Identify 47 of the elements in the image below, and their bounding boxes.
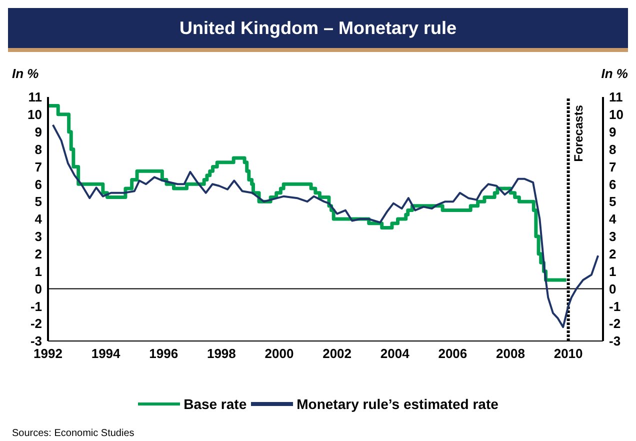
y2-tick-label: 5	[609, 194, 616, 210]
x-tick-label: 2006	[438, 346, 468, 362]
source-note: Sources: Economic Studies	[12, 428, 134, 439]
x-tick-label: 2002	[322, 346, 352, 362]
y-tick-label: 10	[28, 107, 42, 122]
legend-label: Monetary rule’s estimated rate	[296, 396, 498, 412]
y2-tick-label: -2	[609, 316, 621, 332]
y-tick-label: 6	[34, 176, 42, 192]
y2-axis-title: In %	[601, 66, 628, 81]
y-tick-label: 0	[34, 281, 42, 296]
y-tick-label: 2	[34, 246, 42, 262]
y2-tick-label: 10	[609, 107, 624, 122]
y-tick-label: 3	[34, 229, 42, 244]
chart-title: United Kingdom – Monetary rule	[8, 8, 628, 52]
x-tick-label: 2004	[380, 346, 410, 362]
ref-line-label: Forecasts	[571, 104, 586, 162]
y-tick-label: -3	[30, 334, 42, 349]
y2-tick-label: 3	[609, 229, 616, 244]
x-tick-label: 1994	[91, 346, 122, 362]
y-tick-label: -1	[30, 298, 42, 314]
x-tick-label: 2000	[264, 346, 294, 362]
y-tick-label: 4	[34, 212, 43, 227]
x-tick-label: 2010	[554, 346, 583, 362]
y-tick-label: 9	[34, 124, 42, 140]
y-tick-label: 1	[34, 264, 42, 279]
y-tick-label: 11	[28, 90, 42, 105]
y2-tick-label: 0	[609, 281, 616, 296]
y2-tick-label: 8	[609, 142, 616, 157]
x-tick-label: 1998	[206, 346, 236, 362]
y2-tick-label: 7	[609, 159, 616, 174]
x-tick-label: 2008	[496, 346, 525, 362]
y2-tick-label: 11	[609, 90, 623, 105]
y2-tick-label: 9	[609, 124, 616, 140]
y2-tick-label: 2	[609, 246, 616, 262]
y2-tick-label: 6	[609, 176, 616, 192]
y-axis-title: In %	[12, 66, 39, 81]
y-tick-label: 5	[34, 194, 42, 210]
y2-tick-label: 4	[609, 212, 617, 227]
y2-tick-label: 1	[609, 264, 616, 279]
y2-tick-label: -3	[609, 334, 621, 349]
y-tick-label: 7	[34, 159, 42, 174]
y-tick-label: -2	[30, 316, 42, 332]
legend-label: Base rate	[184, 396, 247, 412]
y2-tick-label: -1	[609, 298, 621, 314]
y-tick-label: 8	[34, 142, 42, 157]
x-tick-label: 1992	[34, 346, 62, 362]
x-tick-label: 1996	[149, 346, 178, 362]
